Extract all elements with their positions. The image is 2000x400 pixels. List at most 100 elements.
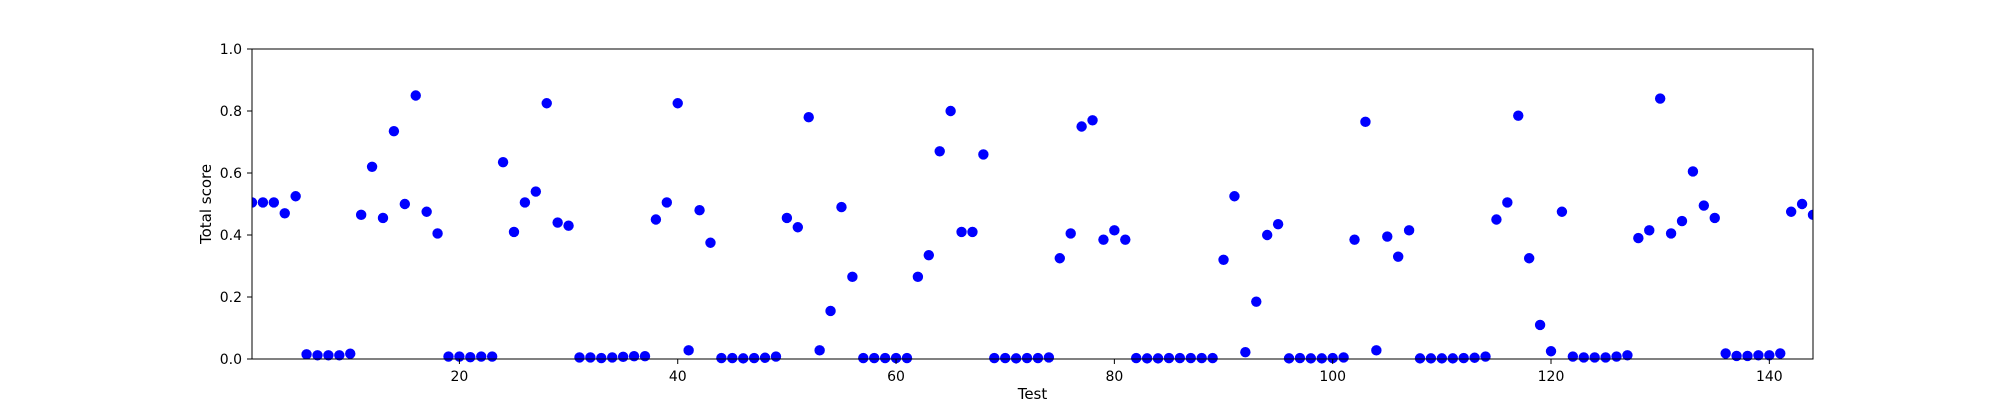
data-point [1403,225,1415,236]
data-point [1796,198,1808,210]
data-point [1589,352,1600,363]
data-point [945,105,956,117]
data-point [1196,352,1207,364]
data-point [1523,253,1535,264]
data-point [989,352,1000,364]
data-point [388,125,400,137]
data-point [1502,197,1513,208]
x-tick-label: 100 [1319,369,1346,385]
data-point [1807,209,1813,221]
data-point [912,271,924,283]
data-point [1261,229,1273,241]
data-point [967,226,978,238]
y-tick-label: 0.6 [220,166,242,182]
data-point [1174,352,1186,364]
data-point [1775,348,1786,359]
y-ticks: 0.0 0.2 0.4 0.6 0.8 1.0 [220,42,252,368]
data-point [879,352,891,364]
y-tick-label: 0.0 [220,352,242,368]
data-point [1043,352,1055,363]
data-point [519,197,531,208]
data-point [1021,352,1033,364]
data-point [1644,225,1655,236]
data-point [1622,350,1633,361]
data-point [1447,353,1458,364]
data-point [770,351,782,362]
data-point [1338,352,1349,363]
data-point [836,201,847,213]
data-point [1032,352,1044,364]
data-point [1120,234,1131,245]
data-point [1207,352,1218,364]
data-point [530,186,542,197]
data-point [290,191,301,202]
data-point [705,237,716,248]
x-tick-label: 60 [887,369,905,385]
data-point [1469,352,1480,363]
data-point [1087,115,1098,126]
data-point [1294,352,1306,364]
data-point [1731,350,1742,362]
plot-frame [251,48,1814,360]
data-point [1316,353,1327,364]
data-point [738,353,749,364]
data-point [1076,121,1087,132]
data-point [869,352,880,364]
data-point [1513,110,1524,121]
data-point [694,205,705,216]
data-point [825,305,836,317]
data-point [1654,93,1666,104]
data-point [1382,231,1393,242]
data-point [552,217,563,228]
data-point [1065,228,1076,239]
y-tick-label: 0.2 [220,290,242,306]
data-point [1272,218,1284,230]
data-point [1010,353,1022,364]
data-point [1764,350,1775,361]
data-point [847,271,858,283]
data-point [617,351,629,363]
data-point [312,350,323,361]
data-point [1240,346,1251,358]
data-point [1000,352,1011,364]
data-point [1578,352,1589,363]
data-point [1371,345,1382,356]
data-point [1720,348,1731,359]
data-point [1491,214,1502,225]
data-point [1687,166,1699,177]
data-point [574,352,585,363]
data-point [1665,228,1677,239]
data-point [628,351,640,362]
data-point [1327,352,1338,364]
data-point [1709,212,1720,224]
x-tick-label: 20 [450,369,468,385]
data-point [563,220,574,231]
data-point [585,352,596,363]
data-point [1567,351,1579,362]
data-point [497,156,509,168]
y-axis-label: Total score [197,164,215,245]
data-point [672,98,683,109]
data-point [476,351,487,362]
data-point [596,352,607,364]
data-point [355,209,367,221]
data-point [683,345,694,356]
data-point [1785,206,1797,217]
data-point [366,161,378,172]
y-tick-label: 1.0 [220,42,242,58]
data-point [377,212,389,224]
x-axis-label: Test [1017,385,1048,400]
data-point [1753,350,1764,361]
data-point [323,350,334,361]
data-point [803,112,814,123]
data-point [301,349,312,360]
data-point [410,90,421,101]
data-point [345,348,356,359]
data-point [252,197,258,208]
data-point [1109,225,1120,236]
data-point [508,226,520,238]
data-point [1545,346,1557,357]
data-point [443,351,454,362]
y-tick-label: 0.8 [220,104,242,120]
